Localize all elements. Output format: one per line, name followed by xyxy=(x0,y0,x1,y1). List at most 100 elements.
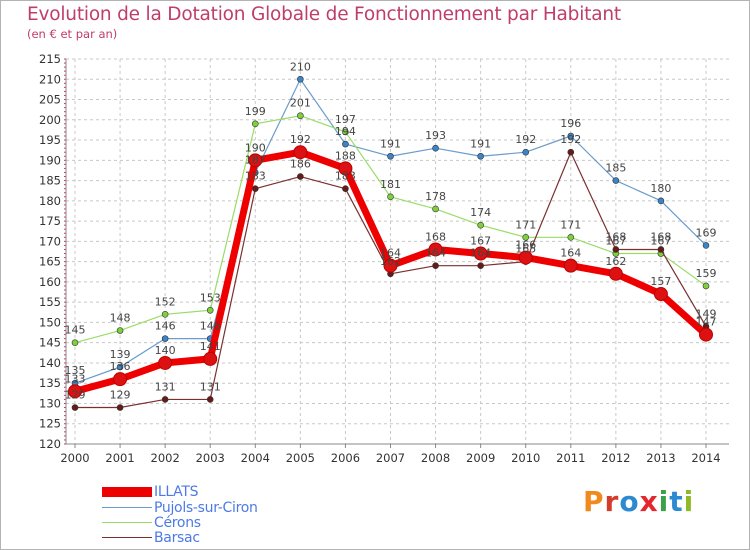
y-tick-label: 170 xyxy=(39,234,61,248)
data-label: 181 xyxy=(380,178,401,191)
data-point xyxy=(71,339,79,346)
data-label: 140 xyxy=(155,344,176,357)
data-point xyxy=(342,140,349,148)
data-label: 148 xyxy=(110,312,131,325)
logo-letter: r xyxy=(604,485,620,518)
legend-item-barsac: Barsac xyxy=(102,529,200,546)
data-label: 166 xyxy=(515,239,536,252)
data-label: 167 xyxy=(470,235,491,248)
x-tick-label: 2010 xyxy=(511,451,540,465)
data-label: 159 xyxy=(696,267,717,280)
x-tick-label: 2008 xyxy=(421,451,450,465)
data-point xyxy=(203,351,218,366)
data-point xyxy=(383,258,398,273)
legend-swatch-barsac xyxy=(102,537,152,538)
data-point xyxy=(522,148,530,156)
legend-label-barsac: Barsac xyxy=(154,529,200,546)
data-point xyxy=(387,193,394,201)
x-tick-label: 2009 xyxy=(466,451,495,465)
y-tick-label: 150 xyxy=(39,315,61,329)
data-label: 178 xyxy=(425,190,446,203)
data-point xyxy=(477,152,484,160)
data-label: 167 xyxy=(650,235,671,248)
data-point xyxy=(161,396,169,403)
data-label: 194 xyxy=(335,125,356,138)
x-tick-label: 2012 xyxy=(601,451,630,465)
data-label: 210 xyxy=(290,60,311,73)
data-label: 201 xyxy=(290,97,311,110)
y-tick-label: 175 xyxy=(39,214,61,228)
logo-letter: t xyxy=(669,485,684,518)
series xyxy=(68,75,713,411)
data-label: 168 xyxy=(650,230,671,243)
data-label: 186 xyxy=(290,158,311,171)
data-point xyxy=(702,242,710,249)
data-label: 157 xyxy=(650,275,671,288)
legend-label-cerons: Cérons xyxy=(154,514,201,531)
logo-letter: i xyxy=(683,485,695,518)
legend-item-cerons: Cérons xyxy=(102,514,201,531)
legend-label-illats: ILLATS xyxy=(154,483,199,500)
data-point xyxy=(342,185,349,192)
legend-swatch-cerons xyxy=(102,522,152,523)
data-label: 164 xyxy=(425,247,446,260)
data-label: 174 xyxy=(470,206,491,219)
legend-item-pujols: Pujols-sur-Ciron xyxy=(102,499,258,516)
y-tick-label: 120 xyxy=(39,437,61,451)
y-tick-label: 210 xyxy=(39,72,61,86)
data-label: 153 xyxy=(200,291,221,304)
y-tick-label: 190 xyxy=(39,153,61,167)
data-label: 141 xyxy=(200,340,221,353)
y-tick-label: 180 xyxy=(39,194,61,208)
data-label: 171 xyxy=(560,218,581,231)
y-tick-label: 195 xyxy=(39,133,61,147)
x-tick-label: 2013 xyxy=(646,451,675,465)
data-label: 135 xyxy=(65,364,86,377)
data-label: 164 xyxy=(470,247,491,260)
data-point xyxy=(297,112,304,120)
logo-letter: x xyxy=(639,485,659,518)
data-label: 152 xyxy=(155,295,176,308)
data-label: 162 xyxy=(380,255,401,268)
data-point xyxy=(653,287,668,302)
data-point xyxy=(206,396,214,403)
data-point xyxy=(71,404,79,411)
x-tick-label: 2014 xyxy=(691,451,720,465)
data-labels: 135 139 146 146 187 210 194 191 193 191 192 196 185 1… xyxy=(65,60,717,401)
data-label: 129 xyxy=(65,389,86,402)
legend-label-pujols: Pujols-sur-Ciron xyxy=(154,499,258,516)
data-point xyxy=(387,152,394,160)
legend-swatch-illats xyxy=(102,486,152,497)
data-label: 131 xyxy=(155,380,176,393)
data-point xyxy=(657,246,665,253)
data-point xyxy=(158,355,173,370)
y-tick-label: 140 xyxy=(39,356,61,370)
y-tick-label: 160 xyxy=(39,275,61,289)
data-label: 196 xyxy=(560,117,581,130)
data-point xyxy=(563,258,578,273)
y-tick-label: 200 xyxy=(39,113,61,127)
data-point xyxy=(477,262,484,269)
x-tick-label: 2005 xyxy=(286,451,315,465)
data-point xyxy=(68,384,82,399)
data-label: 169 xyxy=(696,226,717,239)
logo-letter: i xyxy=(658,485,670,518)
data-label: 147 xyxy=(696,316,717,329)
data-point xyxy=(608,266,623,281)
axes: 1201251301351401451501551601651701751801… xyxy=(39,52,729,465)
proxiti-logo: Proxiti xyxy=(583,485,694,518)
logo-letter: o xyxy=(619,485,640,518)
data-label: 145 xyxy=(65,324,86,337)
x-tick-label: 2000 xyxy=(60,451,89,465)
data-label: 171 xyxy=(515,218,536,231)
x-tick-label: 2002 xyxy=(151,451,180,465)
x-tick-label: 2001 xyxy=(105,451,134,465)
y-tick-label: 205 xyxy=(39,93,61,107)
data-label: 190 xyxy=(245,141,266,154)
data-point xyxy=(699,327,713,342)
data-label: 168 xyxy=(605,230,626,243)
data-point xyxy=(477,221,484,229)
x-tick-label: 2004 xyxy=(241,451,270,465)
data-point xyxy=(116,404,124,411)
data-label: 191 xyxy=(470,137,491,150)
